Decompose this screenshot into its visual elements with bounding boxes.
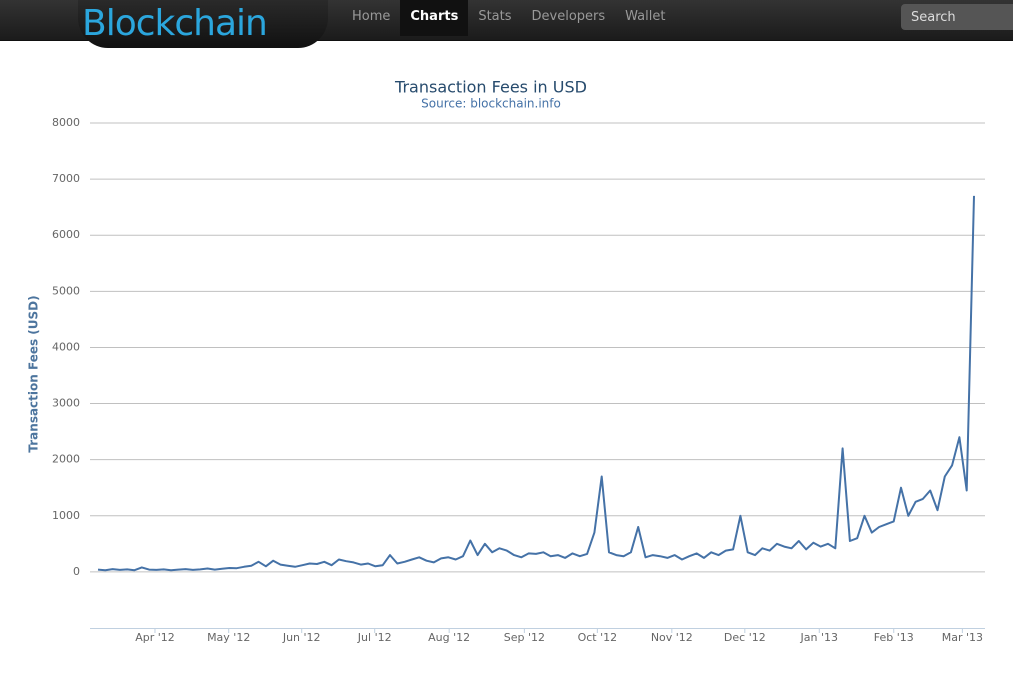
y-tick-label: 2000 [52,453,80,466]
x-tick-label: Jun '12 [282,631,321,644]
x-tick-label: Jul '12 [357,631,392,644]
series-line [97,195,975,572]
y-tick-label: 0 [73,565,80,578]
y-tick-label: 6000 [52,228,80,241]
x-tick-label: Feb '13 [874,631,914,644]
x-tick-label: Oct '12 [578,631,618,644]
nav-item[interactable]: Home [352,9,391,24]
y-tick-label: 7000 [52,172,80,185]
nav-item[interactable]: Charts [400,0,469,36]
y-axis-label: Transaction Fees (USD) [27,295,41,452]
x-tick-label: Sep '12 [504,631,545,644]
chart-title: Transaction Fees in USD [394,78,587,97]
logo[interactable]: Blockchain [78,0,328,48]
x-tick-label: Apr '12 [135,631,175,644]
x-tick-label: Dec '12 [724,631,766,644]
x-tick-label: Jan '13 [800,631,838,644]
y-tick-label: 8000 [52,116,80,129]
nav-bar: Blockchain Home Charts Stats Developers Wall… [0,0,1013,48]
y-tick-label: 5000 [52,284,80,297]
x-tick-label: Mar '13 [942,631,983,644]
x-tick-label: Nov '12 [651,631,693,644]
nav-item[interactable]: Stats [478,9,512,24]
menu: Home Charts Stats Developers Wallet [342,0,675,36]
chart-subtitle: Source: blockchain.info [421,97,561,111]
nav-item[interactable]: Wallet [625,9,666,24]
y-tick-label: 4000 [52,340,80,353]
x-tick-label: May '12 [207,631,250,644]
x-tick-label: Aug '12 [428,631,470,644]
nav-item[interactable]: Developers [531,9,606,24]
chart: Transaction Fees in USD Source: blockcha… [27,78,985,644]
search-box[interactable]: Search [901,4,1013,30]
y-tick-label: 1000 [52,509,80,522]
y-tick-label: 3000 [52,397,80,410]
